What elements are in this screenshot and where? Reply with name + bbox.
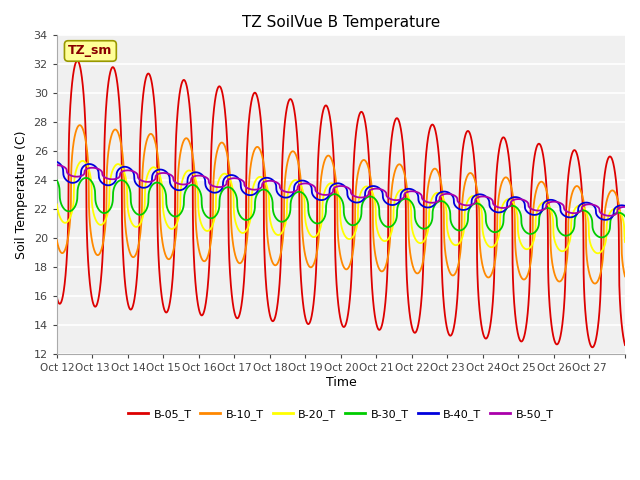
X-axis label: Time: Time	[326, 376, 356, 389]
Y-axis label: Soil Temperature (C): Soil Temperature (C)	[15, 131, 28, 259]
B-20_T	[170, 226, 177, 231]
B-30_T	[53, 178, 61, 183]
B-20_T	[414, 240, 422, 245]
B-10_T	[534, 182, 542, 188]
B-20_T	[534, 205, 542, 211]
B-40_T	[500, 208, 508, 214]
B-05_T	[170, 265, 177, 271]
B-40_T	[414, 192, 422, 197]
B-40_T	[534, 211, 542, 217]
Legend: B-05_T, B-10_T, B-20_T, B-30_T, B-40_T, B-50_T: B-05_T, B-10_T, B-20_T, B-30_T, B-40_T, …	[124, 405, 558, 424]
B-30_T	[621, 214, 629, 219]
B-05_T	[53, 294, 61, 300]
B-40_T	[602, 217, 609, 223]
B-05_T	[621, 342, 629, 348]
B-30_T	[615, 210, 623, 216]
Line: B-30_T: B-30_T	[57, 178, 625, 238]
B-50_T	[534, 208, 542, 214]
B-40_T	[621, 203, 629, 209]
B-05_T	[500, 135, 508, 141]
B-20_T	[594, 251, 602, 256]
Line: B-10_T: B-10_T	[57, 125, 625, 284]
B-30_T	[500, 210, 508, 216]
B-50_T	[414, 190, 422, 195]
B-10_T	[615, 202, 623, 208]
B-05_T	[414, 324, 422, 329]
B-20_T	[464, 198, 472, 204]
B-05_T	[589, 345, 596, 350]
B-20_T	[621, 239, 629, 245]
B-10_T	[414, 270, 422, 276]
B-10_T	[621, 274, 629, 279]
B-10_T	[500, 175, 508, 181]
B-40_T	[615, 203, 623, 209]
B-20_T	[53, 202, 61, 207]
B-10_T	[76, 122, 84, 128]
B-30_T	[82, 175, 90, 181]
B-30_T	[534, 224, 542, 230]
B-30_T	[598, 235, 605, 240]
Line: B-50_T: B-50_T	[57, 165, 625, 216]
Title: TZ SoilVue B Temperature: TZ SoilVue B Temperature	[242, 15, 440, 30]
B-50_T	[170, 175, 177, 180]
B-10_T	[53, 238, 61, 243]
Line: B-20_T: B-20_T	[57, 161, 625, 253]
B-10_T	[170, 248, 177, 253]
B-30_T	[170, 213, 177, 219]
B-40_T	[464, 206, 472, 212]
B-05_T	[534, 141, 542, 147]
B-05_T	[615, 247, 623, 253]
B-10_T	[464, 172, 472, 178]
B-10_T	[591, 281, 599, 287]
B-20_T	[79, 158, 86, 164]
B-50_T	[615, 205, 623, 211]
B-40_T	[53, 159, 61, 165]
B-50_T	[621, 204, 629, 210]
B-20_T	[615, 208, 623, 214]
Text: TZ_sm: TZ_sm	[68, 45, 113, 58]
B-50_T	[500, 205, 508, 211]
B-40_T	[170, 185, 177, 191]
B-30_T	[464, 216, 472, 222]
B-20_T	[500, 199, 508, 205]
B-50_T	[464, 203, 472, 208]
Line: B-40_T: B-40_T	[57, 162, 625, 220]
B-50_T	[53, 162, 61, 168]
B-05_T	[464, 128, 472, 134]
Line: B-05_T: B-05_T	[57, 61, 625, 348]
B-05_T	[74, 58, 81, 64]
B-50_T	[605, 213, 613, 219]
B-30_T	[414, 222, 422, 228]
